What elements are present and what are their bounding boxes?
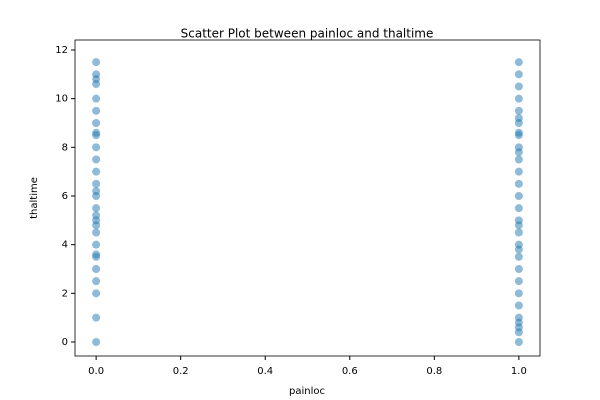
y-axis-label: thaltime [29, 177, 40, 219]
point [92, 58, 101, 67]
x-tick-label: 0.6 [342, 366, 358, 377]
point [92, 264, 101, 273]
point [92, 211, 101, 220]
point [514, 155, 523, 164]
point [514, 179, 523, 188]
point [92, 228, 101, 237]
point [92, 289, 101, 298]
point [514, 216, 523, 225]
x-tick-label: 0.0 [88, 366, 104, 377]
chart-title: Scatter Plot between painloc and thaltim… [181, 27, 434, 41]
point [514, 313, 523, 322]
point [514, 167, 523, 176]
x-tick-label: 0.8 [426, 366, 442, 377]
y-tick-label: 6 [62, 191, 68, 202]
point [514, 240, 523, 249]
x-axis-label: painloc [289, 386, 325, 397]
point [92, 167, 101, 176]
y-tick-label: 2 [62, 288, 68, 299]
point [92, 250, 101, 259]
y-tick-label: 0 [62, 337, 68, 348]
point [514, 264, 523, 273]
point [92, 277, 101, 286]
y-tick-label: 4 [62, 240, 68, 251]
point [514, 58, 523, 67]
point [514, 277, 523, 286]
point [92, 118, 101, 127]
point [92, 187, 101, 196]
y-tick-label: 12 [55, 45, 68, 56]
point [514, 114, 523, 123]
point [514, 289, 523, 298]
point [92, 106, 101, 115]
point [514, 94, 523, 103]
x-tick-label: 0.2 [173, 366, 189, 377]
point [514, 252, 523, 261]
point [514, 128, 523, 137]
point [514, 301, 523, 310]
point [92, 338, 101, 347]
plot-frame [74, 39, 541, 357]
point [92, 70, 101, 79]
point [92, 313, 101, 322]
point [92, 179, 101, 188]
point [92, 143, 101, 152]
x-tick-label: 0.4 [257, 366, 273, 377]
x-tick-label: 1.0 [511, 366, 527, 377]
point [514, 204, 523, 213]
point [92, 240, 101, 249]
y-tick-label: 10 [55, 94, 68, 105]
point [514, 143, 523, 152]
point [514, 82, 523, 91]
point [514, 228, 523, 237]
point [514, 191, 523, 200]
point [92, 94, 101, 103]
point [514, 106, 523, 115]
point [514, 338, 523, 347]
point [92, 128, 101, 137]
y-tick-label: 8 [62, 142, 68, 153]
point [92, 155, 101, 164]
point [514, 70, 523, 79]
point [92, 204, 101, 213]
